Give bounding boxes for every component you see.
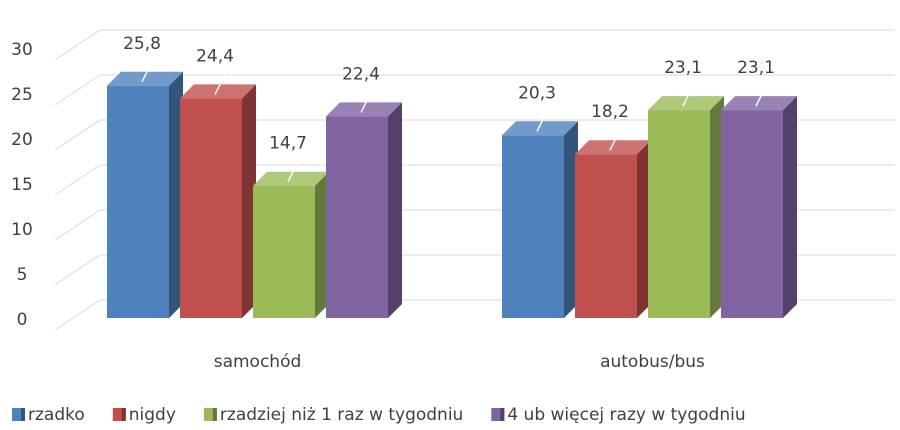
leader-line	[682, 81, 696, 107]
bar-face	[326, 102, 402, 117]
bar-face	[180, 98, 242, 319]
grid-line	[54, 74, 895, 106]
leader-line	[536, 106, 550, 132]
leader-line	[141, 57, 155, 83]
legend-swatch-side	[212, 408, 217, 421]
leader-line	[214, 70, 228, 95]
bar-face	[783, 96, 797, 318]
y-tick-label: 0	[17, 310, 28, 330]
leader-line	[755, 81, 769, 107]
y-tick-label: 15	[11, 175, 33, 195]
bar-face	[242, 84, 256, 319]
value-label: 18,2	[591, 102, 629, 122]
bar-face	[721, 96, 797, 111]
bar-face	[721, 110, 783, 318]
value-label: 23,1	[664, 58, 702, 78]
bar	[721, 96, 797, 318]
bar-face	[107, 85, 169, 318]
legend-label: rzadziej niż 1 raz w tygodniu	[220, 405, 463, 425]
bar-face	[564, 121, 578, 318]
bar	[648, 96, 724, 318]
bar	[107, 71, 183, 318]
legend-label: nigdy	[129, 405, 176, 425]
legend-label: rzadko	[28, 405, 85, 425]
x-tick-label: autobus/bus	[600, 352, 705, 372]
bar-face	[502, 121, 578, 136]
value-label: 25,8	[123, 34, 161, 54]
bar-face	[575, 140, 651, 155]
y-tick-label: 10	[11, 220, 33, 240]
bar-face	[253, 171, 329, 186]
value-label: 20,3	[518, 83, 556, 103]
bar-face	[710, 96, 724, 318]
bar	[253, 171, 329, 318]
x-tick-label: samochód	[214, 352, 302, 372]
bar	[575, 140, 651, 318]
legend-swatch-side	[121, 408, 126, 421]
leader-line	[609, 125, 623, 151]
bar-face	[502, 135, 564, 318]
value-label: 22,4	[342, 64, 380, 84]
bar-face	[388, 102, 402, 319]
bar	[502, 121, 578, 318]
bar-face	[648, 96, 724, 111]
value-label: 23,1	[737, 58, 775, 78]
bar-face	[169, 71, 183, 318]
grid-line	[54, 119, 895, 151]
bar	[326, 102, 402, 319]
bar-face	[253, 185, 315, 318]
leader-line	[287, 157, 301, 183]
y-tick-label: 20	[11, 130, 33, 150]
grid-line	[54, 29, 895, 61]
y-tick-label: 25	[11, 85, 33, 105]
legend-label: 4 ub więcej razy w tygodniu	[507, 405, 745, 425]
legend-swatch-side	[21, 408, 25, 421]
bar-face	[648, 110, 710, 318]
bar-face	[575, 154, 637, 318]
leader-line	[360, 88, 374, 113]
y-tick-label: 5	[17, 265, 28, 285]
bar-face	[107, 71, 183, 86]
bar-face	[326, 116, 388, 319]
bar-face	[315, 171, 329, 318]
value-label: 24,4	[196, 46, 234, 66]
y-tick-label: 30	[11, 40, 33, 60]
bar-face	[637, 140, 651, 318]
value-label: 14,7	[269, 134, 307, 154]
bar-face	[180, 84, 256, 99]
bar	[180, 84, 256, 319]
legend-swatch-side	[500, 408, 505, 421]
